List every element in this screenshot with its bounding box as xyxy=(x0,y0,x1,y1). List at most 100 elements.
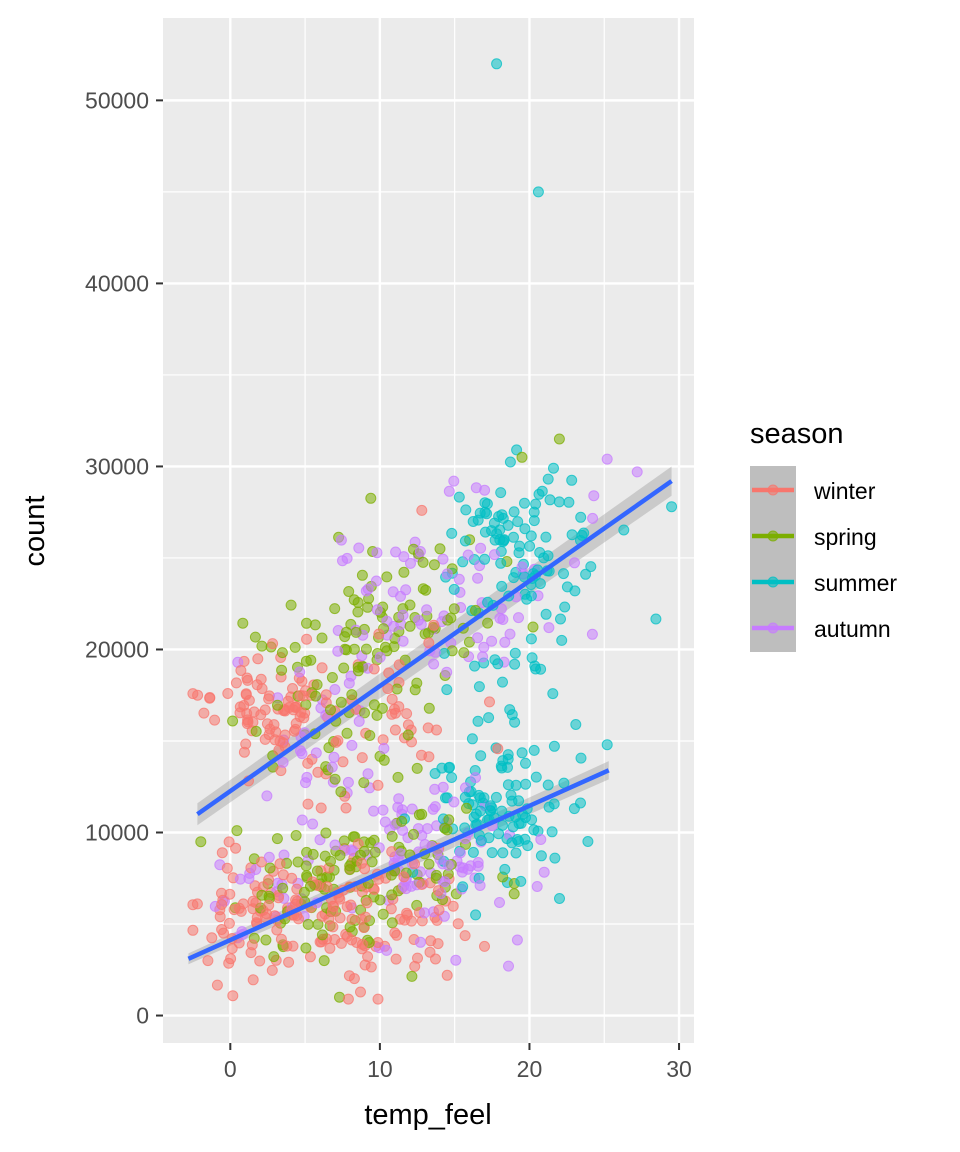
point-autumn xyxy=(460,782,471,794)
point-autumn xyxy=(489,549,500,561)
point-winter xyxy=(222,688,234,699)
point-spring xyxy=(365,492,377,504)
point-winter xyxy=(187,924,199,936)
legend-point-summer xyxy=(767,576,779,588)
point-summer xyxy=(495,487,507,499)
point-spring xyxy=(256,640,268,652)
point-spring xyxy=(358,777,370,789)
point-summer xyxy=(521,593,533,605)
legend-point-spring xyxy=(767,530,779,542)
point-spring xyxy=(316,632,328,644)
point-summer xyxy=(441,684,453,696)
point-winter xyxy=(263,899,275,911)
point-summer xyxy=(504,456,516,468)
point-spring xyxy=(338,835,350,847)
point-summer xyxy=(509,647,521,659)
point-spring xyxy=(386,889,398,901)
trend-line xyxy=(187,768,610,961)
point-summer xyxy=(470,909,482,921)
point-spring xyxy=(352,665,364,677)
point-winter xyxy=(341,901,353,913)
point-autumn xyxy=(277,756,289,768)
point-autumn xyxy=(371,604,383,616)
point-winter xyxy=(399,914,411,926)
point-autumn xyxy=(415,936,426,948)
point-winter xyxy=(492,743,504,755)
point-winter xyxy=(324,942,336,954)
point-winter xyxy=(362,951,374,963)
point-summer xyxy=(534,547,546,558)
point-winter xyxy=(401,708,413,720)
point-winter xyxy=(337,756,349,768)
point-summer xyxy=(474,805,486,817)
point-winter xyxy=(256,683,268,695)
point-spring xyxy=(508,888,520,900)
point-summer xyxy=(666,501,678,513)
point-winter xyxy=(315,802,327,814)
point-spring xyxy=(277,882,289,894)
point-summer xyxy=(491,58,503,70)
point-summer xyxy=(475,835,487,846)
point-spring xyxy=(260,934,272,946)
point-summer xyxy=(495,760,507,772)
trend-lines xyxy=(187,479,673,961)
point-spring xyxy=(344,860,356,872)
point-spring xyxy=(417,556,429,568)
y-tick-label: 40000 xyxy=(85,270,149,296)
point-summer xyxy=(485,800,496,812)
point-winter xyxy=(452,918,464,930)
point-autumn xyxy=(329,684,341,695)
point-winter xyxy=(372,993,384,1005)
y-tick-label: 20000 xyxy=(85,636,149,662)
point-spring xyxy=(461,802,472,814)
point-autumn xyxy=(472,857,484,868)
point-summer xyxy=(512,516,524,528)
point-winter xyxy=(294,711,306,723)
point-autumn xyxy=(261,790,273,802)
point-winter xyxy=(340,802,352,814)
point-autumn xyxy=(441,568,453,580)
point-autumn xyxy=(499,636,511,648)
point-winter xyxy=(230,842,242,854)
point-spring xyxy=(356,569,368,581)
point-summer xyxy=(525,530,537,542)
point-autumn xyxy=(503,960,514,972)
point-spring xyxy=(271,833,283,845)
point-summer xyxy=(520,778,532,790)
point-autumn xyxy=(387,586,399,598)
point-summer xyxy=(482,596,494,608)
point-summer xyxy=(515,817,527,829)
point-spring xyxy=(470,604,481,616)
point-autumn xyxy=(511,934,523,946)
point-spring xyxy=(256,889,268,901)
point-spring xyxy=(386,917,398,929)
point-autumn xyxy=(397,824,409,836)
point-spring xyxy=(398,566,410,578)
point-summer xyxy=(506,709,518,721)
point-autumn xyxy=(437,781,449,793)
point-spring xyxy=(311,679,323,691)
point-summer xyxy=(505,789,517,801)
point-winter xyxy=(320,689,332,701)
point-summer xyxy=(555,613,566,625)
point-summer xyxy=(544,494,556,506)
legend-keys: winter spring summer autumn xyxy=(750,466,897,652)
point-autumn xyxy=(406,803,418,815)
y-tick-label: 10000 xyxy=(85,820,149,846)
point-summer xyxy=(558,568,569,580)
point-autumn xyxy=(543,622,555,634)
point-winter xyxy=(459,930,471,942)
point-winter xyxy=(269,734,281,746)
point-winter xyxy=(254,955,266,967)
point-winter xyxy=(302,757,314,769)
point-spring xyxy=(348,594,360,606)
point-winter xyxy=(312,766,324,778)
point-autumn xyxy=(371,547,383,559)
point-autumn xyxy=(419,907,431,919)
point-autumn xyxy=(448,796,460,808)
point-summer xyxy=(467,516,479,527)
point-autumn xyxy=(377,804,389,816)
point-spring xyxy=(420,584,432,596)
point-spring xyxy=(329,773,341,785)
point-autumn xyxy=(296,814,308,826)
